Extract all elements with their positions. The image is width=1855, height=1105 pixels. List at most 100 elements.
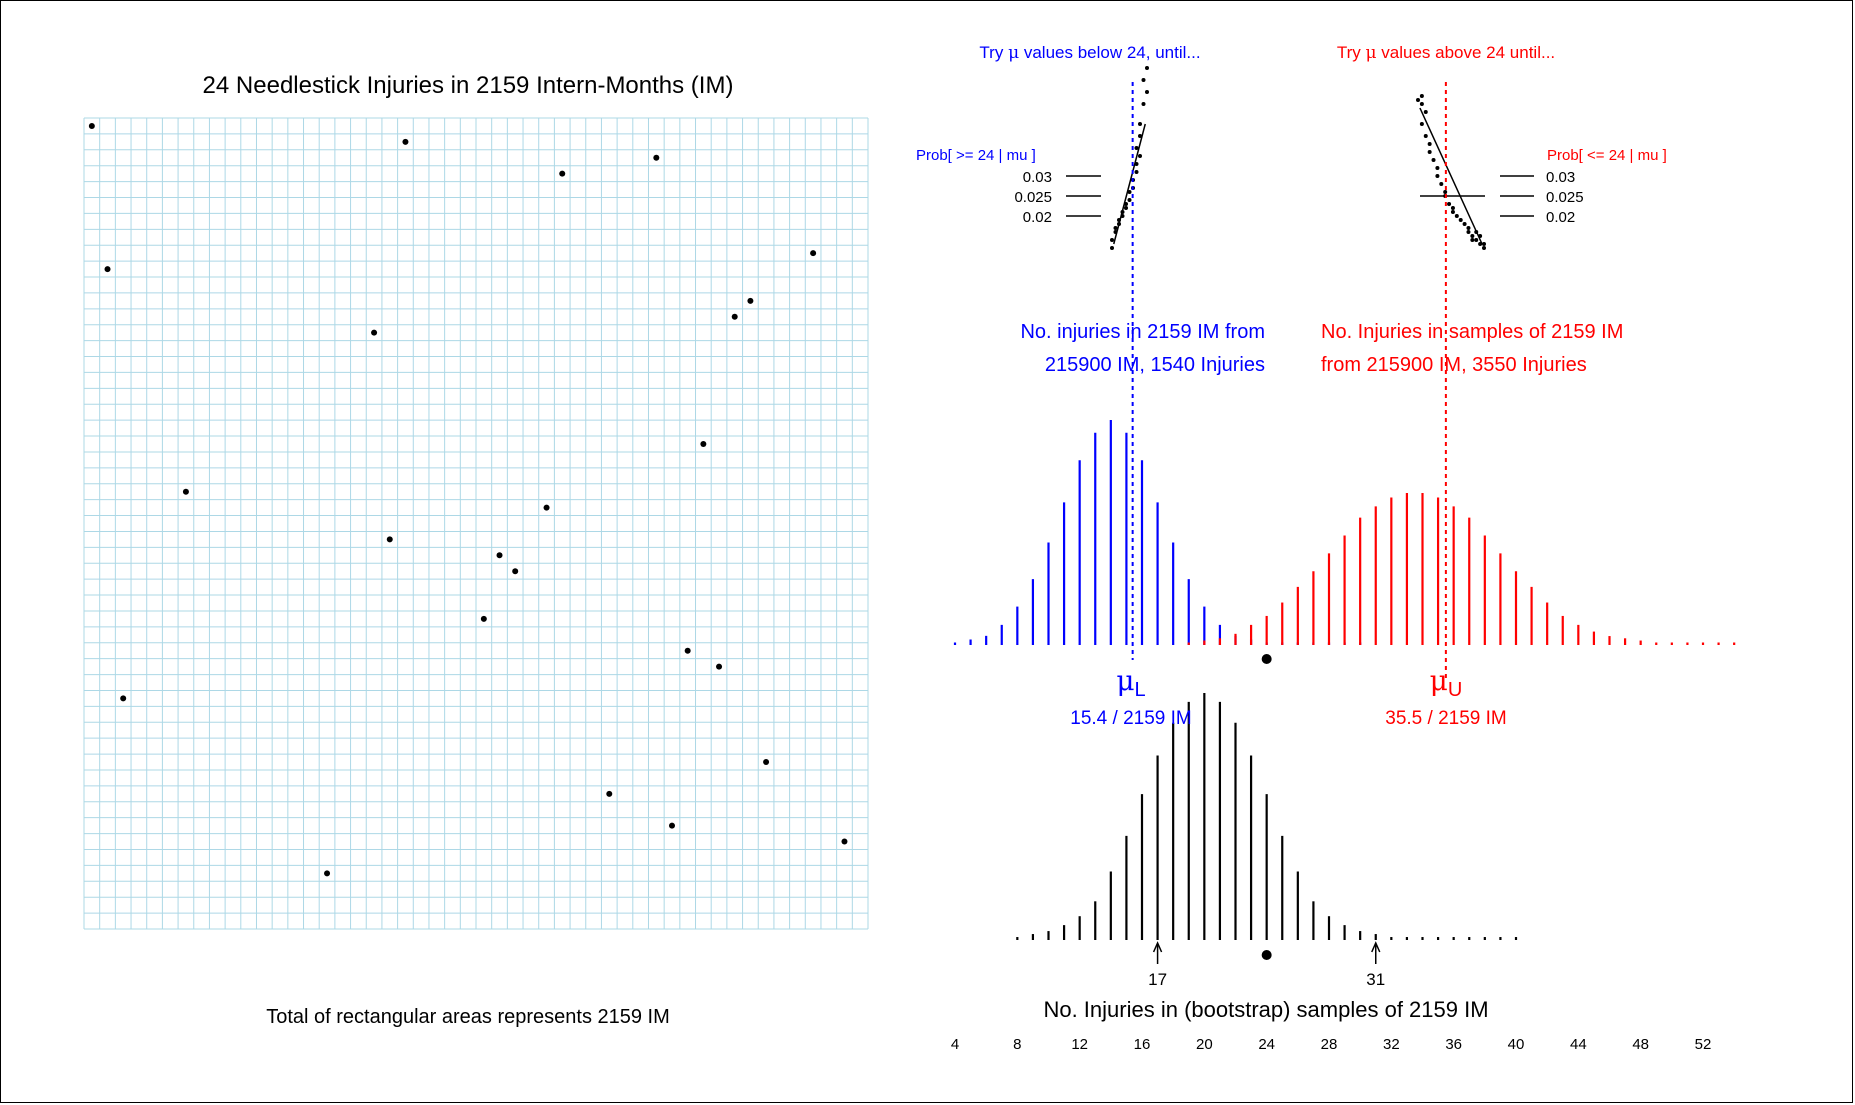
injury-point	[731, 313, 738, 320]
search-point	[1138, 154, 1142, 158]
upper-search-plot	[1416, 94, 1534, 250]
mu-lower-value: 15.4 / 2159 IM	[1070, 708, 1191, 729]
upper-tick-label: 0.03	[1546, 169, 1575, 186]
injury-point	[512, 568, 519, 575]
injury-points	[88, 122, 848, 877]
x-tick-label: 40	[1508, 1036, 1525, 1053]
x-tick-label: 4	[951, 1036, 959, 1053]
search-point	[1113, 226, 1118, 230]
bootstrap-xlabel: No. Injuries in (bootstrap) samples of 2…	[1043, 997, 1488, 1022]
x-tick-label: 48	[1632, 1036, 1649, 1053]
search-point	[1470, 234, 1475, 238]
percentile-arrow-head	[1152, 941, 1163, 953]
search-point	[1482, 242, 1486, 246]
search-point	[1419, 102, 1424, 106]
injury-point	[684, 647, 691, 654]
search-point	[1134, 146, 1139, 150]
mu-upper-symbol: μU	[1430, 664, 1463, 701]
search-point	[1454, 214, 1459, 218]
mu-lower-symbol: μL	[1116, 664, 1145, 701]
upper-search-ticks: 0.03 0.025 0.02	[1546, 169, 1584, 226]
grid-lines	[83, 117, 869, 930]
injury-point	[182, 488, 189, 495]
search-point	[1470, 238, 1475, 242]
search-point	[1138, 134, 1142, 138]
percentile-markers: 17 31	[1148, 941, 1385, 989]
search-point	[1110, 238, 1114, 242]
needlestick-grid-panel: 24 Needlestick Injuries in 2159 Intern-M…	[83, 72, 869, 1028]
search-point	[1439, 182, 1444, 186]
search-point	[1462, 222, 1467, 226]
observed-marker-upper	[1261, 654, 1272, 664]
injury-point	[841, 838, 848, 845]
limit-lines	[1131, 82, 1447, 680]
search-point	[1482, 246, 1486, 250]
search-point	[1419, 94, 1424, 98]
injury-point	[700, 440, 707, 447]
injury-point	[120, 695, 127, 702]
search-point	[1466, 230, 1471, 234]
search-point	[1423, 134, 1428, 138]
search-point	[1466, 226, 1471, 230]
search-point	[1419, 122, 1424, 126]
lower-distribution-label-2: 215900 IM, 1540 Injuries	[1045, 354, 1265, 376]
injury-point	[763, 759, 770, 766]
percentile-label: 31	[1366, 970, 1385, 989]
upper-tick-label: 0.02	[1546, 209, 1575, 226]
lower-search-ticks: 0.03 0.025 0.02	[1014, 169, 1052, 226]
search-point	[1474, 238, 1479, 242]
lower-search-heading: Try μ values below 24, until...	[979, 43, 1200, 63]
search-point	[1141, 78, 1146, 82]
injury-point	[606, 790, 613, 797]
injury-point	[371, 329, 378, 336]
injury-point	[104, 266, 111, 273]
search-point	[1127, 190, 1132, 194]
search-point	[1127, 198, 1132, 202]
grid-title: 24 Needlestick Injuries in 2159 Intern-M…	[203, 72, 734, 99]
search-point	[1145, 90, 1149, 94]
mu-upper-value: 35.5 / 2159 IM	[1385, 708, 1506, 729]
search-fit-line	[1113, 123, 1146, 245]
injury-point	[543, 504, 550, 511]
injury-point	[496, 552, 503, 559]
upper-search-axis-title: Prob[ <= 24 | mu ]	[1547, 147, 1667, 164]
x-tick-label: 36	[1445, 1036, 1462, 1053]
injury-point	[810, 250, 817, 257]
lower-tick-label: 0.03	[1023, 169, 1052, 186]
injury-point	[324, 870, 331, 877]
search-point	[1450, 206, 1455, 210]
lower-distribution-label-1: No. injuries in 2159 IM from	[1020, 321, 1265, 343]
search-point	[1110, 246, 1114, 250]
search-point	[1447, 202, 1452, 206]
bootstrap-distribution-bars	[1016, 693, 1518, 940]
search-point	[1443, 190, 1448, 194]
injury-point	[747, 297, 754, 304]
search-point	[1427, 150, 1432, 154]
x-tick-label: 16	[1134, 1036, 1151, 1053]
percentile-label: 17	[1148, 970, 1167, 989]
lower-tick-label: 0.025	[1014, 189, 1052, 206]
search-point	[1427, 142, 1432, 146]
x-tick-labels: 4 8 12 16 20 24 28 32 36 40 44 48 52	[951, 1036, 1712, 1053]
injury-point	[716, 663, 723, 670]
x-tick-label: 52	[1695, 1036, 1712, 1053]
search-point	[1138, 122, 1142, 126]
search-point	[1435, 166, 1440, 170]
upper-distribution-bars	[1187, 493, 1736, 645]
injury-point	[88, 122, 95, 129]
x-tick-label: 28	[1321, 1036, 1338, 1053]
x-tick-label: 8	[1013, 1036, 1021, 1053]
injury-point	[559, 170, 566, 177]
x-tick-label: 20	[1196, 1036, 1213, 1053]
lower-distribution-bars	[953, 420, 1362, 645]
search-point	[1134, 170, 1139, 174]
lower-search-axis-title: Prob[ >= 24 | mu ]	[916, 147, 1036, 164]
search-point	[1431, 158, 1436, 162]
lower-search-plot	[1066, 66, 1149, 250]
confidence-limit-panel: Try μ values below 24, until... Try μ va…	[916, 43, 1736, 1053]
search-point	[1458, 218, 1463, 222]
observed-markers	[1261, 654, 1272, 960]
lower-tick-label: 0.02	[1023, 209, 1052, 226]
injury-point	[386, 536, 393, 543]
